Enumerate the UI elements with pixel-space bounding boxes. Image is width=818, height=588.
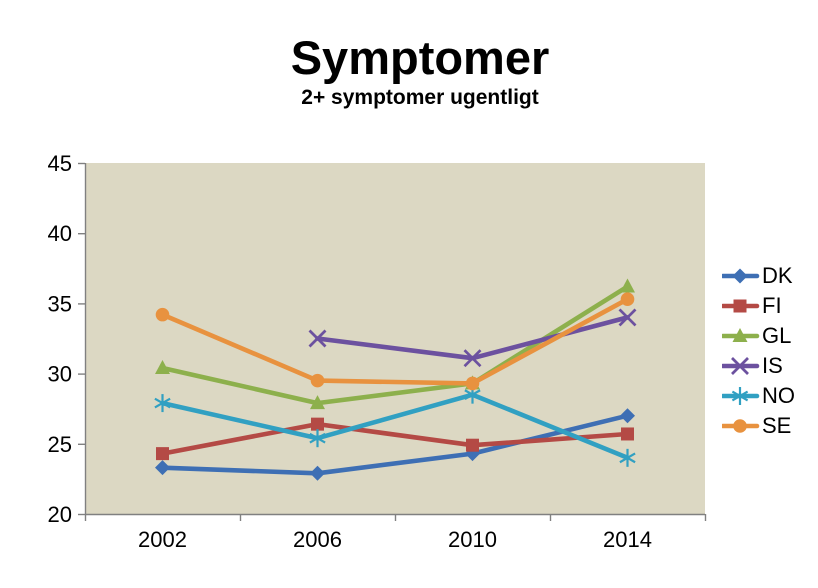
legend-swatch-marker-GL [732, 328, 748, 342]
y-tick-label: 45 [48, 151, 72, 176]
legend-swatch-NO [722, 387, 760, 405]
legend-label: IS [762, 353, 783, 378]
series-NO-marker-2002 [154, 394, 171, 413]
circle-marker-icon [155, 307, 170, 322]
legend-swatch-marker-SE [733, 419, 747, 433]
x-tick-label: 2014 [603, 527, 652, 552]
triangle-marker-icon [155, 359, 170, 374]
series-GL-marker-2006 [310, 395, 325, 410]
legend-swatch-GL [722, 328, 760, 342]
y-tick-label: 35 [48, 291, 72, 316]
legend-label: GL [762, 323, 792, 348]
circle-marker-icon [465, 376, 480, 391]
legend-item-IS: IS [722, 351, 795, 381]
y-tick-label: 40 [48, 221, 72, 246]
series-NO-marker-2006 [309, 429, 326, 448]
series-GL-marker-2014 [620, 278, 635, 293]
x-marker-icon [308, 329, 327, 348]
legend-swatch-SE [722, 419, 760, 433]
series-FI-marker-2014 [621, 427, 634, 441]
y-tick-label: 20 [48, 502, 72, 527]
x-marker-icon [463, 349, 482, 368]
series-FI-marker-2006 [311, 417, 324, 431]
asterisk-marker-icon [731, 390, 749, 402]
series-GL-line [160, 284, 630, 406]
circle-marker-icon [620, 292, 635, 306]
series-NO [154, 385, 636, 467]
triangle-marker-icon [620, 278, 635, 293]
legend-swatch-marker-NO [731, 387, 749, 405]
legend-item-DK: DK [722, 261, 795, 291]
series-DK-marker-2002 [155, 460, 170, 476]
series-GL-marker-2002 [155, 359, 170, 374]
square-marker-icon [311, 417, 324, 431]
diamond-marker-icon [620, 408, 635, 424]
series-DK [155, 408, 635, 481]
series-FI-marker-2002 [156, 447, 169, 461]
series-IS-marker-2014 [618, 308, 637, 327]
circle-marker-icon [733, 419, 747, 433]
circle-marker-icon [310, 373, 325, 388]
square-marker-icon [156, 447, 169, 461]
asterisk-marker-icon [154, 397, 171, 409]
legend-swatch-DK [722, 268, 760, 284]
y-tick-label: 25 [48, 432, 72, 457]
series-FI [156, 417, 634, 461]
x-tick-label: 2006 [293, 527, 342, 552]
series-FI-line [160, 421, 630, 456]
plot-area [85, 163, 705, 514]
series-IS-marker-2010 [463, 349, 482, 368]
x-tick-label: 2010 [448, 527, 497, 552]
chart-subtitle: 2+ symptomer ugentligt [301, 86, 539, 109]
x-marker-icon [731, 357, 749, 375]
x-marker-icon [618, 308, 637, 327]
square-marker-icon [466, 438, 479, 452]
asterisk-marker-icon [464, 389, 481, 401]
series-SE-line [160, 296, 630, 386]
legend-swatch-IS [722, 357, 760, 375]
series-DK-marker-2006 [310, 465, 325, 481]
legend-swatch-FI [722, 299, 760, 313]
series-SE-marker-2010 [465, 376, 480, 391]
series-NO-marker-2014 [619, 448, 636, 467]
legend-label: NO [762, 383, 795, 408]
series-SE-marker-2014 [620, 292, 635, 306]
legend-swatch-marker-IS [731, 357, 749, 375]
legend: DK FI GL IS NO SE [722, 261, 795, 441]
square-marker-icon [733, 299, 747, 313]
asterisk-marker-icon [619, 452, 636, 464]
square-marker-icon [621, 427, 634, 441]
triangle-marker-icon [310, 395, 325, 410]
series-SE-marker-2006 [310, 373, 325, 388]
legend-item-SE: SE [722, 411, 795, 441]
legend-label: FI [762, 293, 782, 318]
legend-label: DK [762, 263, 793, 288]
series-SE [155, 292, 635, 391]
x-tick-label: 2002 [138, 527, 187, 552]
diamond-marker-icon [310, 465, 325, 481]
series-FI-marker-2010 [466, 438, 479, 452]
legend-item-FI: FI [722, 291, 795, 321]
series-SE-marker-2002 [155, 307, 170, 322]
series-IS [308, 308, 637, 368]
series-DK-line [160, 413, 630, 476]
asterisk-marker-icon [309, 432, 326, 444]
legend-item-GL: GL [722, 321, 795, 351]
legend-swatch-marker-FI [733, 299, 747, 313]
y-tick-label: 30 [48, 362, 72, 387]
series-DK-marker-2014 [620, 408, 635, 424]
diamond-marker-icon [732, 268, 748, 284]
legend-item-NO: NO [722, 381, 795, 411]
diamond-marker-icon [155, 460, 170, 476]
series-NO-line [160, 392, 630, 461]
chart-title: Symptomer [290, 31, 550, 84]
legend-swatch-marker-DK [732, 268, 748, 284]
legend-label: SE [762, 413, 792, 438]
series-IS-marker-2006 [308, 329, 327, 348]
triangle-marker-icon [732, 328, 748, 342]
